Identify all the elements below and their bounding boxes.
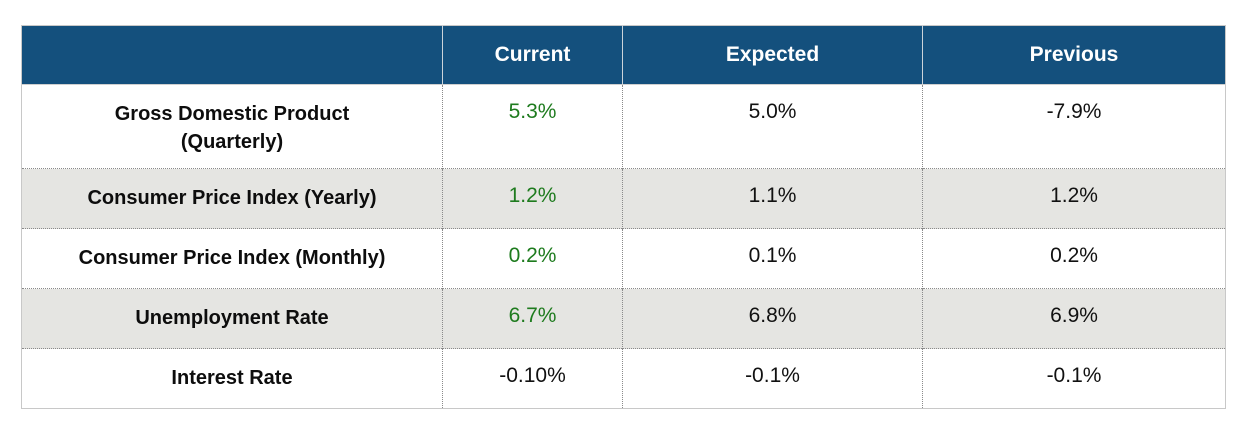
economic-indicators-table: Current Expected Previous Gross Domestic… (21, 25, 1226, 409)
row-label: Unemployment Rate (21, 288, 443, 349)
expected-value: 6.8% (622, 288, 923, 349)
column-header-current: Current (442, 25, 623, 85)
current-value: -0.10% (442, 348, 623, 409)
row-label: Consumer Price Index (Yearly) (21, 168, 443, 229)
table-header-row: Current Expected Previous (21, 25, 1226, 85)
column-header-previous: Previous (922, 25, 1226, 85)
previous-value: 0.2% (922, 228, 1226, 289)
current-value: 0.2% (442, 228, 623, 289)
row-label: Interest Rate (21, 348, 443, 409)
previous-value: -7.9% (922, 84, 1226, 169)
current-value: 5.3% (442, 84, 623, 169)
table-row-cpi-monthly: Consumer Price Index (Monthly) 0.2% 0.1%… (21, 228, 1226, 289)
column-header-expected: Expected (622, 25, 923, 85)
row-label: Consumer Price Index (Monthly) (21, 228, 443, 289)
current-value: 6.7% (442, 288, 623, 349)
expected-value: 0.1% (622, 228, 923, 289)
table-row-interest-rate: Interest Rate -0.10% -0.1% -0.1% (21, 348, 1226, 409)
table-row-unemployment-rate: Unemployment Rate 6.7% 6.8% 6.9% (21, 288, 1226, 349)
current-value: 1.2% (442, 168, 623, 229)
table-row-gdp-quarterly: Gross Domestic Product (Quarterly) 5.3% … (22, 84, 1226, 169)
expected-value: 5.0% (622, 84, 923, 169)
row-label: Gross Domestic Product (Quarterly) (114, 103, 350, 153)
column-header-indicator (21, 25, 443, 85)
previous-value: 1.2% (922, 168, 1226, 229)
expected-value: -0.1% (622, 348, 923, 409)
expected-value: 1.1% (622, 168, 923, 229)
previous-value: -0.1% (922, 348, 1226, 409)
previous-value: 6.9% (922, 288, 1226, 349)
table-row-cpi-yearly: Consumer Price Index (Yearly) 1.2% 1.1% … (21, 168, 1226, 229)
